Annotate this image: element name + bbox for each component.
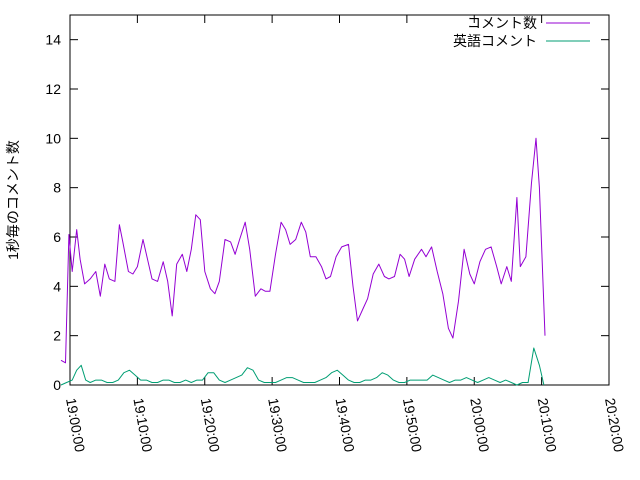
x-tick-label-6: 20:00:00 [467,397,492,454]
x-tick-label-3: 19:30:00 [265,397,290,454]
plot-frame [69,14,610,386]
y-tick-label-6: 12 [45,81,61,97]
y-tick-label-3: 6 [53,229,61,245]
y-tick-label-0: 0 [53,377,61,393]
x-tick-label-7: 20:10:00 [535,397,560,454]
x-tick-label-4: 19:40:00 [333,397,358,454]
legend-label-english-comment: 英語コメント [453,33,537,49]
y-tick-label-7: 14 [45,32,61,48]
x-tick-label-8: 20:20:00 [602,397,627,454]
legend: コメント数 英語コメント [453,15,590,49]
x-tick-label-5: 19:50:00 [400,397,425,454]
series-line-0 [60,137,546,364]
x-tick-label-2: 19:20:00 [198,397,223,454]
series-line-1 [60,347,545,386]
y-tick-label-2: 4 [53,278,61,294]
x-axis: 19:00:00 19:10:00 19:20:00 19:30:00 19:40:00… [63,15,627,453]
y-axis: 0 2 4 6 8 10 12 14 [45,32,609,393]
series-group [60,137,546,386]
x-tick-label-0: 19:00:00 [63,397,88,454]
y-tick-label-4: 8 [53,180,61,196]
legend-label-comment-count: コメント数 [467,15,537,31]
x-tick-label-1: 19:10:00 [130,397,155,454]
y-tick-label-1: 2 [53,328,61,344]
y-axis-label: 1秒毎のコメント数 [5,140,21,260]
y-tick-label-5: 10 [45,130,61,146]
